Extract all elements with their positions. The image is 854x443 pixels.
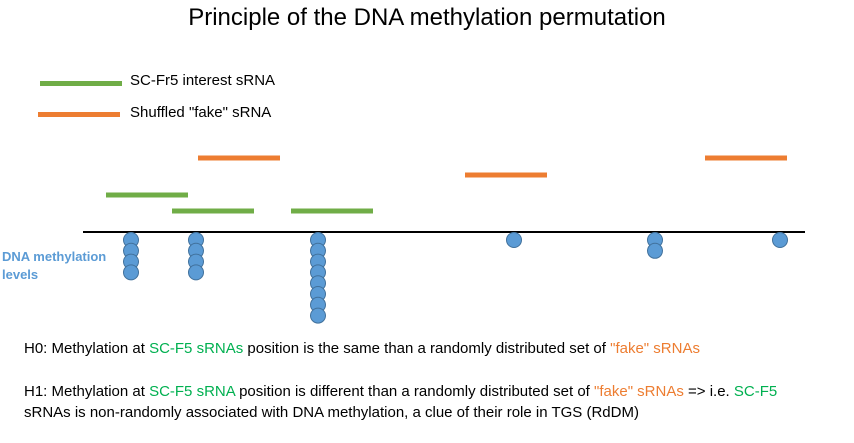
legend-interest-label: SC-Fr5 interest sRNA [130, 72, 276, 89]
legend-fake-label: Shuffled "fake" sRNA [130, 104, 272, 121]
h1-srna-term-2: SC-F5 [733, 383, 778, 400]
hypothesis-h1: H1: Methylation at SC-F5 sRNA position i… [24, 381, 850, 423]
h1-fake-term: "fake" sRNAs [594, 383, 684, 400]
methylation-dot [772, 232, 788, 248]
h0-text-2: position is the same than a randomly dis… [243, 340, 611, 357]
h1-text-3: => i.e. [683, 383, 734, 400]
methylation-dot [188, 264, 204, 281]
methylation-dot [506, 232, 522, 248]
axis-label-line2: levels [2, 267, 39, 282]
h1-srna-term: SC-F5 sRNA [149, 383, 235, 400]
methylation-dot [647, 242, 663, 259]
axis-label-line1: DNA methylation [2, 249, 107, 264]
methylation-dot [310, 307, 326, 324]
h0-srna-term: SC-F5 sRNAs [149, 340, 244, 357]
h0-text-1: H0: Methylation at [24, 340, 150, 357]
legend-fake-swatch [38, 112, 120, 117]
page-title: Principle of the DNA methylation permuta… [188, 4, 666, 31]
legend-interest-swatch [40, 81, 122, 86]
hypothesis-h0: H0: Methylation at SC-F5 sRNAs position … [24, 338, 850, 359]
methylation-axis-label: DNA methylation levels [2, 248, 122, 284]
h0-fake-term: "fake" sRNAs [610, 340, 700, 357]
h1-text-4: sRNAs is non-randomly associated with DN… [24, 404, 639, 421]
methylation-dot [123, 264, 139, 281]
methylation-dots [123, 232, 788, 324]
h1-text-2: position is different than a randomly di… [234, 383, 595, 400]
h1-text-1: H1: Methylation at [24, 383, 150, 400]
